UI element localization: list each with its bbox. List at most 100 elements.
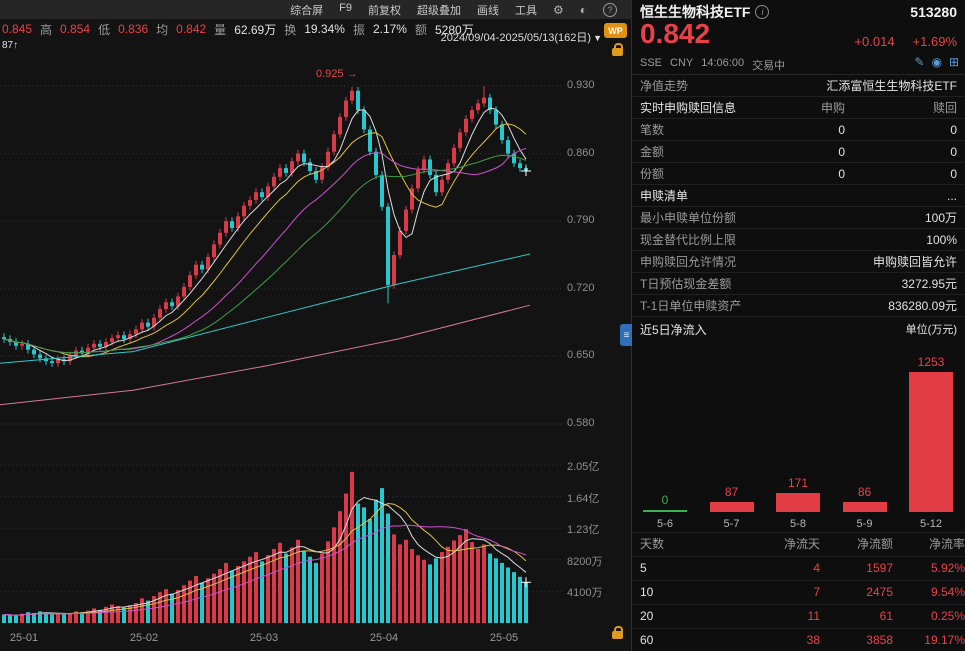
table-cell: 1597 [866,561,893,575]
row-value: 100% [926,232,957,247]
volume-axis-label: 1.64亿 [567,492,600,505]
toolbar-item-超级叠加[interactable]: 超级叠加 [416,4,461,17]
inflow-value: 86 [857,485,872,500]
row-col-redeem: 赎回 [932,101,957,115]
lock-icon[interactable] [612,626,623,639]
row-label: 申购赎回允许情况 [640,255,737,269]
time-axis-label: 25-03 [249,632,279,644]
stat-label: 换 [284,22,297,37]
wp-badge[interactable]: WP [604,23,627,38]
row-label: 实时申购赎回信息 [640,101,737,115]
inflow-value: 171 [787,475,809,490]
row-value: 3272.95元 [901,277,957,291]
table-cell: 10 [640,585,654,599]
stat-value: 0.836 [118,22,149,36]
panel-row: 净值走势 汇添富恒生生物科技ETF [632,75,965,97]
table-cell: 20 [640,609,654,623]
info-icon[interactable]: i [755,5,770,19]
row-value: 申购赎回皆允许 [872,255,957,269]
toolbar-item-综合屏[interactable]: 综合屏 [290,4,324,17]
row-col-subscribe: 0 [838,122,845,137]
lock-icon[interactable] [612,43,623,56]
table-cell: 9.54% [930,585,965,599]
volume-axis-label: 2.05亿 [567,461,600,473]
theme-icon[interactable]: ◐ [579,2,587,17]
table-header: 净流率 [928,537,965,551]
flow-section-header: 近5日净流入 单位(万元) [632,318,965,340]
toolbar-item-画线[interactable]: 画线 [476,4,499,17]
panel-row[interactable]: 申赎清单... [632,185,965,207]
price-axis-label: 0.860 [567,146,595,159]
quote-actions: ✎ ◉ ⊞ [914,55,959,69]
high-annotation: 0.925 → [316,68,358,80]
table-cell: 3858 [866,633,893,647]
panel-row: 现金替代比例上限 100% [632,229,965,251]
table-cell: 38 [806,633,820,647]
row-col-redeem: 0 [950,144,957,159]
inflow-bar [643,510,687,512]
inflow-date: 5-6 [657,518,673,530]
high-annotation-value: 0.925 [316,68,344,80]
panel-row: 金额 0 0 [632,141,965,163]
row-col-redeem: 0 [950,122,957,137]
net-inflow-table: 天数 净流天 净流额 净流率 5 4 1597 5.92% 10 7 2475 9.54% 20 11 61… [632,532,965,651]
row-label: 现金替代比例上限 [640,233,737,247]
time-axis-label: 25-02 [129,632,159,644]
row-col-subscribe: 0 [838,144,845,159]
price-axis-label: 0.580 [567,417,595,429]
toolbar-item-前复权[interactable]: 前复权 [367,4,401,17]
quote-panel: 恒生生物科技ETF i 513280 0.842 +0.014 +1.69% S… [632,0,965,651]
currency-label: CNY [670,57,694,69]
tick-fragment: 87↑ [2,40,19,51]
gear-icon[interactable]: ⚙ [552,2,564,17]
inflow-date: 5-8 [790,518,806,530]
row-col-subscribe: 申购 [820,101,845,115]
caret-down-icon: ▼ [593,33,602,43]
panel-collapse-tab[interactable]: ≡ [620,324,633,346]
row-label: 申赎清单 [640,189,689,203]
inflow-value: 1253 [917,355,945,369]
table-cell: 60 [640,633,654,647]
toolbar-item-F9[interactable]: F9 [339,1,352,14]
table-cell: 5 [640,561,647,575]
table-cell: 11 [807,609,820,623]
add-icon[interactable]: ⊞ [948,55,959,69]
stat-value: 19.34% [304,22,345,36]
date-range-selector[interactable]: 2024/09/04-2025/05/13(162日) ▼ [320,29,602,45]
edit-icon[interactable]: ✎ [914,55,925,69]
flow-unit: 单位(万元) [905,324,957,336]
chart-toolbar: 综合屏 F9 前复权 超级叠加 画线 工具 ⚙ ◐ ? [0,0,631,19]
volume-chart[interactable] [0,455,563,630]
toolbar-item-工具[interactable]: 工具 [514,4,537,17]
table-cell: 19.17% [924,633,965,647]
table-row: 20 11 61 0.25% [632,605,965,629]
stat-value: 5280万 [435,22,474,37]
row-col-redeem: 0 [950,166,957,181]
row-label: T日预估现金差额 [640,277,732,291]
fund-info-rows: 净值走势 汇添富恒生生物科技ETF 实时申购赎回信息 申购 赎回 笔数 0 0 金额 0 0 份额 0 0… [632,74,965,317]
flow-title: 近5日净流入 [640,322,707,337]
price-axis-label: 0.930 [567,79,595,91]
help-icon[interactable]: ? [603,2,617,17]
table-cell: 4 [813,561,820,575]
change-value: +0.014 [854,34,895,49]
indicator-icon[interactable]: ◉ [931,55,942,69]
price-axis-label: 0.790 [567,214,595,227]
toolbar-items: 综合屏 F9 前复权 超级叠加 画线 工具 [290,2,537,18]
quote-meta: SSE CNY 14:06:00 交易中 [640,57,785,73]
price-axis-label: 0.650 [567,349,595,362]
security-code: 513280 [910,4,957,20]
panel-row: 笔数 0 0 [632,119,965,141]
kline-chart[interactable] [0,70,563,442]
inflow-date: 5-7 [723,518,740,530]
stat-label: 均 [156,22,169,37]
table-row: 5 4 1597 5.92% [632,557,965,581]
panel-row: T-1日单位申赎资产 836280.09元 [632,295,965,317]
panel-row: 申购赎回允许情况 申购赎回皆允许 [632,251,965,273]
row-label: 笔数 [640,123,665,137]
inflow-value: 87 [724,485,739,500]
stat-label: 振 [352,22,365,37]
volume-axis-label: 1.23亿 [567,524,600,537]
table-header: 净流天 [783,537,820,551]
volume-axis-label: 4100万 [567,587,603,600]
